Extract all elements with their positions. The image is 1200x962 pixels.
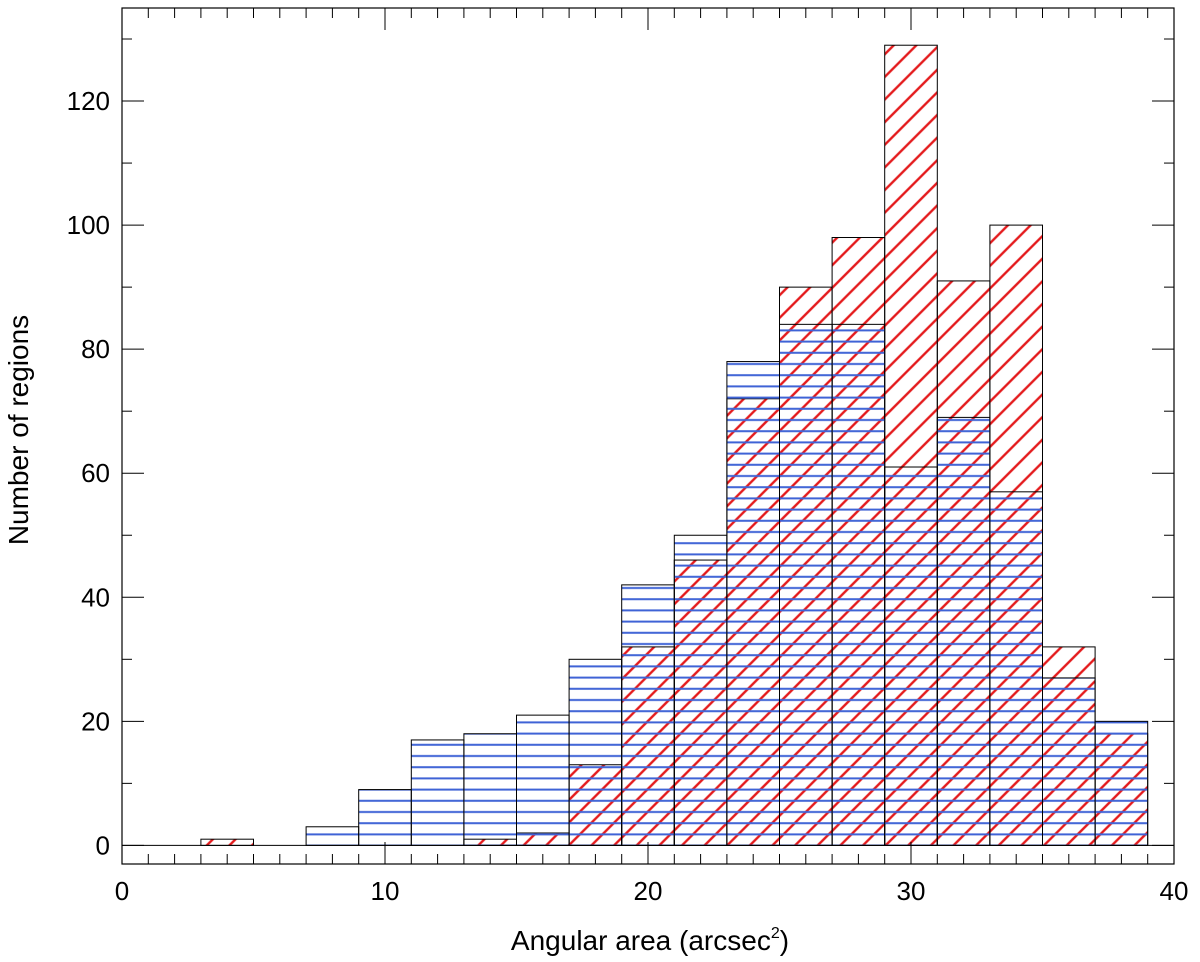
y-tick-label: 100 — [67, 210, 110, 240]
y-ticks: 0 20 40 60 80 100 120 — [67, 38, 1174, 860]
blue-bar-37 — [1094, 720, 1149, 846]
x-ticks: 0 10 20 30 40 — [115, 8, 1189, 906]
blue-bar-35 — [1042, 677, 1096, 846]
x-axis-title: Angular area (arcsec2) — [511, 925, 789, 956]
blue-bar-7 — [305, 826, 360, 846]
x-tick-label: 0 — [115, 876, 129, 906]
blue-bar-23 — [726, 361, 781, 846]
blue-bar-33 — [989, 491, 1044, 846]
x-tick-label: 10 — [371, 876, 400, 906]
y-tick-label: 120 — [67, 86, 110, 116]
y-tick-label: 80 — [81, 334, 110, 364]
red-bar-3 — [200, 838, 254, 846]
blue-bar-19 — [621, 584, 675, 846]
blue-bar-29 — [884, 466, 938, 846]
blue-bar-15 — [516, 714, 570, 846]
blue-bar-25 — [779, 323, 833, 846]
y-tick-label: 0 — [96, 830, 110, 860]
x-tick-label: 40 — [1160, 876, 1189, 906]
blue-bar-13 — [463, 733, 517, 846]
blue-bar-31 — [936, 416, 991, 846]
blue-bar-21 — [673, 534, 728, 846]
y-tick-label: 20 — [81, 706, 110, 736]
plot-area — [200, 44, 1149, 846]
x-tick-label: 30 — [897, 876, 926, 906]
blue-bar-27 — [831, 323, 886, 846]
blue-bar-11 — [410, 739, 465, 846]
blue-series-bars — [305, 323, 1149, 846]
blue-bar-17 — [568, 658, 623, 846]
x-tick-label: 20 — [634, 876, 663, 906]
y-tick-label: 40 — [81, 582, 110, 612]
blue-bar-9 — [358, 789, 412, 846]
y-tick-label: 60 — [81, 458, 110, 488]
y-axis-title: Number of regions — [3, 315, 34, 545]
